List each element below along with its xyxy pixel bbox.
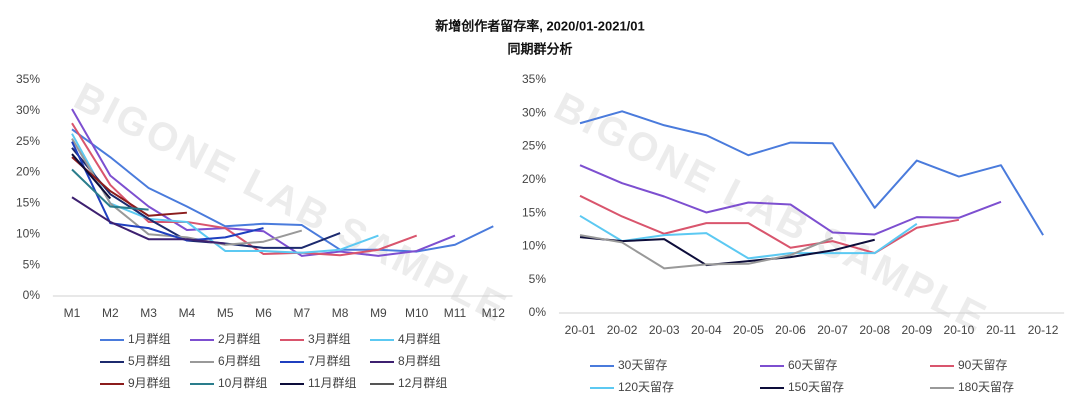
y-tick-label: 20% <box>16 165 40 179</box>
legend-label: 12月群组 <box>398 376 447 390</box>
legend-label: 180天留存 <box>958 380 1014 394</box>
x-tick-label: 20-03 <box>649 323 680 337</box>
legend-label: 10月群组 <box>218 376 267 390</box>
x-tick-label: M4 <box>179 306 196 320</box>
legend-label: 9月群组 <box>128 376 171 390</box>
legend-label: 30天留存 <box>618 358 667 372</box>
series-line <box>71 168 149 211</box>
legend-label: 6月群组 <box>218 354 261 368</box>
y-tick-label: 5% <box>23 257 41 271</box>
x-tick-label: 20-12 <box>1028 323 1059 337</box>
legend-label: 150天留存 <box>788 380 844 394</box>
legend-label: 11月群组 <box>308 376 356 390</box>
x-tick-label: M5 <box>217 306 234 320</box>
series-line <box>71 196 226 245</box>
x-tick-label: M2 <box>102 306 119 320</box>
y-tick-label: 30% <box>16 103 40 117</box>
series-line <box>579 194 960 255</box>
x-tick-label: 20-11 <box>986 323 1016 337</box>
series-line <box>71 141 264 242</box>
x-tick-label: M3 <box>140 306 157 320</box>
y-tick-label: 15% <box>16 196 40 210</box>
series-line <box>71 138 303 246</box>
y-tick-label: 5% <box>529 272 547 286</box>
y-tick-label: 25% <box>16 134 40 148</box>
series-line <box>579 110 1044 236</box>
x-tick-label: 20-07 <box>817 323 848 337</box>
series-line <box>71 133 379 254</box>
legend-label: 7月群组 <box>308 354 351 368</box>
x-tick-label: M6 <box>255 306 272 320</box>
legend-label: 1月群组 <box>128 332 171 346</box>
x-tick-label: M1 <box>64 306 81 320</box>
legend-label: 5月群组 <box>128 354 171 368</box>
x-tick-label: 20-10 <box>944 323 975 337</box>
x-tick-label: 20-08 <box>859 323 890 337</box>
y-tick-label: 10% <box>522 239 546 253</box>
legend-label: 3月群组 <box>308 332 351 346</box>
x-tick-label: M8 <box>332 306 349 320</box>
legend-label: 120天留存 <box>618 380 674 394</box>
legend-label: 2月群组 <box>218 332 261 346</box>
series-line <box>579 214 918 260</box>
title: 新增创作者留存率, 2020/01-2021/01 <box>435 18 645 33</box>
x-tick-label: 20-02 <box>607 323 638 337</box>
y-tick-label: 20% <box>522 172 546 186</box>
x-tick-label: 20-09 <box>901 323 932 337</box>
y-tick-label: 0% <box>529 305 547 319</box>
y-tick-label: 25% <box>522 139 546 153</box>
x-tick-label: 20-05 <box>733 323 764 337</box>
series-line <box>71 108 456 257</box>
subtitle: 同期群分析 <box>507 41 572 56</box>
x-tick-label: M10 <box>405 306 429 320</box>
x-tick-label: M12 <box>482 306 506 320</box>
legend-label: 60天留存 <box>788 358 837 372</box>
y-tick-label: 35% <box>522 72 546 86</box>
series-line <box>579 164 1002 236</box>
series-line <box>71 153 112 200</box>
x-tick-label: M11 <box>444 306 467 320</box>
watermark: BIGONE LAB SAMPLE <box>67 74 515 331</box>
x-tick-label: M7 <box>293 306 310 320</box>
x-tick-label: 20-06 <box>775 323 806 337</box>
legend-label: 4月群组 <box>398 332 441 346</box>
series-line <box>579 234 833 270</box>
legend-label: 8月群组 <box>398 354 441 368</box>
x-tick-label: 20-04 <box>691 323 722 337</box>
series-line <box>71 128 494 253</box>
legend-label: 90天留存 <box>958 358 1007 372</box>
x-tick-label: 20-01 <box>565 323 596 337</box>
x-tick-label: M9 <box>370 306 387 320</box>
y-tick-label: 0% <box>23 288 41 302</box>
y-tick-label: 30% <box>522 105 546 119</box>
y-tick-label: 10% <box>16 226 40 240</box>
y-tick-label: 35% <box>16 72 40 86</box>
y-tick-label: 15% <box>522 205 546 219</box>
series-line <box>71 156 187 217</box>
